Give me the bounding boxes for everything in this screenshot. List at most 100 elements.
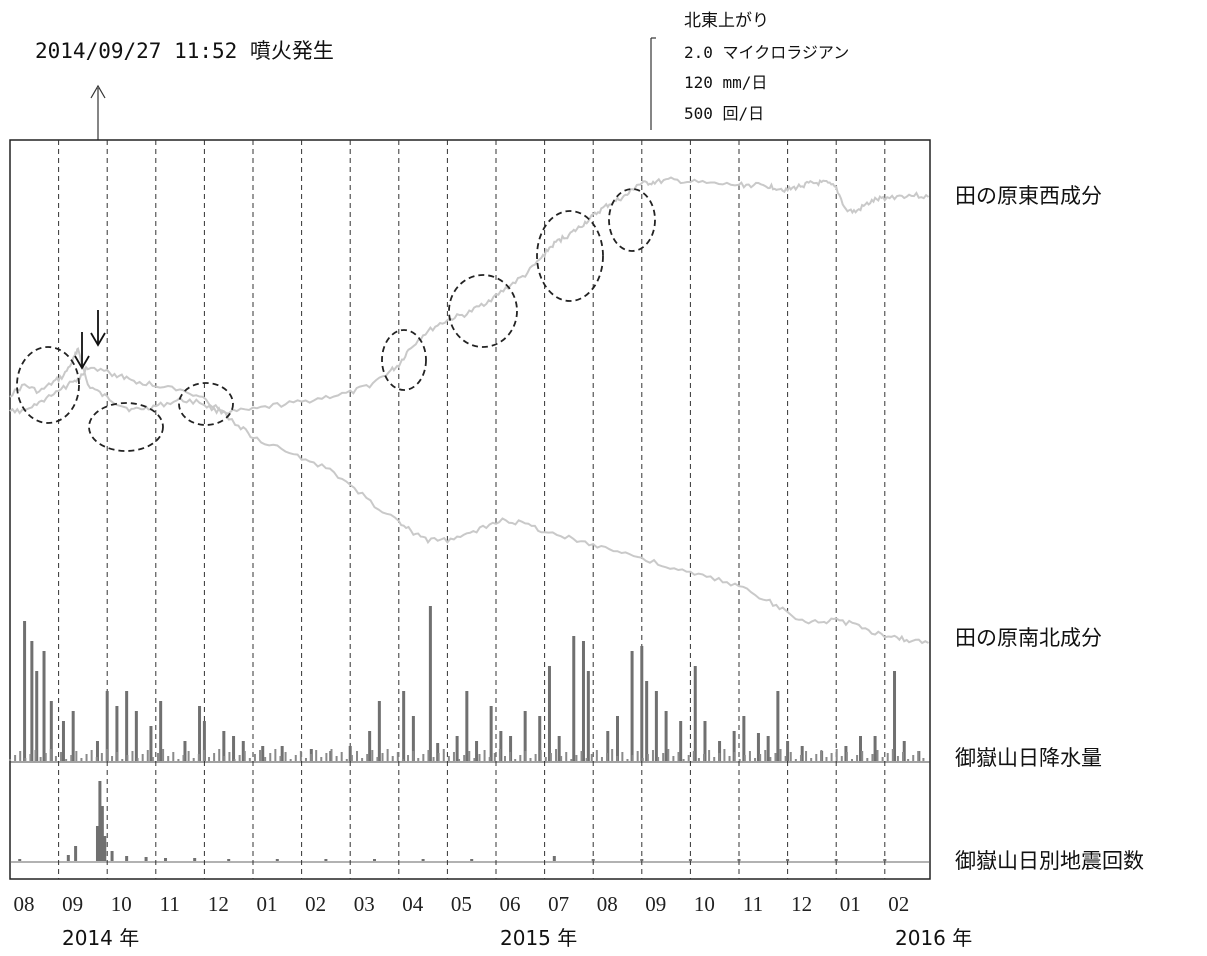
label-ew: 田の原東西成分 [955,184,1102,208]
rain-bar [572,636,576,761]
year-label-2016: 2016 年 [895,926,972,950]
rain-bar-minor [111,756,114,761]
rain-bar [348,746,352,761]
rain-bar-minor [611,749,614,761]
rain-bar-minor [575,755,578,761]
rain-bar-minor [116,752,119,761]
rain-bar [61,721,65,761]
rain-bar [776,691,780,761]
x-tick-label: 11 [743,892,763,916]
x-tick-label: 03 [354,892,375,916]
scale-label-tilt: 2.0 マイクロラジアン [684,43,849,62]
rain-bar-minor [19,751,22,761]
rain-bar-minor [534,754,537,761]
rain-bar-minor [167,756,170,761]
ellipse-4 [381,329,427,391]
rain-bar [873,736,877,761]
quake-bar [470,859,474,861]
label-ns: 田の原南北成分 [955,626,1102,650]
rain-bar-minor [172,752,175,761]
rain-bar-minor [616,756,619,761]
ellipse-1 [16,346,80,424]
rain-bar [222,731,226,761]
rain-bar [436,743,440,761]
rain-bar-minor [774,753,777,761]
rain-bar [756,733,760,761]
rain-bar-minor [845,752,848,761]
rain-bar-minor [44,753,47,761]
quake-bar [193,858,197,861]
rain-bar-minor [442,749,445,761]
rain-bar-minor [713,757,716,761]
rain-bar-minor [105,749,108,761]
x-tick-label: 04 [402,892,424,916]
rain-bar [202,721,206,761]
rain-bar-minor [468,751,471,761]
rain-bar-minor [284,752,287,761]
rain-bar-minor [218,749,221,761]
rain-bar-minor [75,751,78,761]
rain-bar [134,711,138,761]
quake-bar [883,859,887,861]
x-tick-label: 01 [840,892,861,916]
ellipse-annotations [16,188,656,452]
x-tick-label: 06 [500,892,521,916]
quake-bar [110,851,114,861]
rain-bar-minor [95,757,98,761]
rain-bar-minor [29,754,32,761]
x-tick-label: 10 [694,892,715,916]
eruption-annotation: 2014/09/27 11:52 噴火発生 [35,39,334,63]
down-arrows [74,310,106,370]
rain-bar-minor [794,759,797,761]
rain-bar-minor [539,750,542,761]
rain-bar [859,736,862,761]
rain-bar-minor [458,759,461,761]
rain-bar-minor [891,749,894,761]
rain-bar-minor [361,758,364,761]
rain-bar-minor [289,759,292,761]
rain-bar [606,731,610,761]
x-tick-label: 10 [111,892,132,916]
rain-bar-minor [238,755,241,761]
rain-bar-minor [197,754,200,761]
rain-bar-minor [754,758,757,761]
rain-bar-minor [233,759,236,761]
year-label-2014: 2014 年 [62,926,139,950]
rain-bar [703,721,707,761]
rain-bar-minor [580,751,583,761]
rain-bar-minor [881,757,884,761]
rain-bar [42,651,46,761]
rain-bar-minor [825,757,828,761]
rain-bar-minor [202,750,205,761]
rain-bar [586,671,590,761]
rain-bar-minor [621,752,624,761]
rain-bar-minor [192,758,195,761]
rain-bar [125,691,129,761]
rain-bar-minor [335,756,338,761]
quake-bars [18,781,887,861]
quake-bar [834,859,838,861]
rain-bar [630,651,634,761]
rain-bar [159,701,163,761]
rain-bar [183,741,187,761]
rain-bar-minor [259,750,262,761]
rain-bar-minor [412,751,415,761]
rain-bar-minor [407,755,410,761]
x-tick-label: 05 [451,892,472,916]
rain-bar-minor [799,755,802,761]
rain-bar-minor [49,749,52,761]
rain-bar-minor [223,756,226,761]
rain-bar [411,716,415,761]
rain-bar-minor [401,759,404,761]
rain-bar-minor [356,751,359,761]
rain-bar [893,671,897,761]
rain-bar-minor [473,758,476,761]
rain-bar [71,711,75,761]
rain-bar-minor [39,757,42,761]
rain-bar-minor [371,750,374,761]
rain-bar-minor [565,752,568,761]
rain-bar-minor [396,752,399,761]
rain-bar-minor [861,751,864,761]
rain-bar-minor [815,754,818,761]
quake-bar [95,826,99,861]
